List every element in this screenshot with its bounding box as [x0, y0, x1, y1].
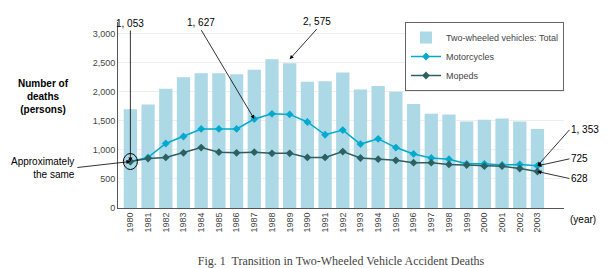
svg-text:1998: 1998: [444, 213, 454, 233]
svg-text:1996: 1996: [408, 213, 418, 233]
svg-text:1986: 1986: [232, 213, 242, 233]
svg-text:1994: 1994: [373, 213, 383, 233]
svg-text:1993: 1993: [355, 213, 365, 233]
svg-text:1985: 1985: [214, 213, 224, 233]
svg-text:2, 575: 2, 575: [303, 16, 331, 27]
svg-text:Two-wheeled vehicles: Total: Two-wheeled vehicles: Total: [446, 33, 558, 43]
svg-text:1984: 1984: [196, 213, 206, 233]
svg-text:1983: 1983: [178, 213, 188, 233]
svg-text:(year): (year): [570, 214, 596, 225]
svg-text:Fig. 1 Transition in Two-Whee: Fig. 1 Transition in Two-Wheeled Vehicle…: [198, 254, 485, 268]
svg-text:1999: 1999: [462, 213, 472, 233]
svg-text:1, 053: 1, 053: [116, 18, 144, 29]
svg-text:1982: 1982: [161, 213, 171, 233]
svg-text:2000: 2000: [479, 213, 489, 233]
svg-text:1995: 1995: [391, 213, 401, 233]
svg-text:Mopeds: Mopeds: [446, 71, 479, 81]
svg-text:1,500: 1,500: [93, 116, 116, 126]
svg-text:Approximatelythe same: Approximatelythe same: [11, 156, 75, 180]
svg-text:1, 353: 1, 353: [571, 124, 599, 135]
svg-text:1992: 1992: [338, 213, 348, 233]
svg-text:Number ofdeaths(persons): Number ofdeaths(persons): [18, 78, 69, 115]
svg-text:1991: 1991: [320, 213, 330, 233]
svg-text:1, 627: 1, 627: [187, 17, 215, 28]
svg-text:2,000: 2,000: [93, 87, 116, 97]
svg-text:Motorcycles: Motorcycles: [446, 52, 495, 62]
svg-text:2002: 2002: [515, 213, 525, 233]
svg-text:2001: 2001: [497, 213, 507, 233]
svg-text:2,500: 2,500: [93, 58, 116, 68]
svg-text:1990: 1990: [302, 213, 312, 233]
svg-text:500: 500: [100, 174, 115, 184]
svg-text:3,000: 3,000: [93, 29, 116, 39]
svg-text:1989: 1989: [285, 213, 295, 233]
svg-text:628: 628: [571, 173, 588, 184]
svg-text:1988: 1988: [267, 213, 277, 233]
svg-text:0: 0: [110, 203, 115, 213]
svg-text:1987: 1987: [249, 213, 259, 233]
svg-text:1997: 1997: [426, 213, 436, 233]
svg-text:1,000: 1,000: [93, 145, 116, 155]
svg-text:1980: 1980: [125, 213, 135, 233]
svg-text:2003: 2003: [532, 213, 542, 233]
svg-text:725: 725: [571, 153, 588, 164]
svg-text:1981: 1981: [143, 213, 153, 233]
